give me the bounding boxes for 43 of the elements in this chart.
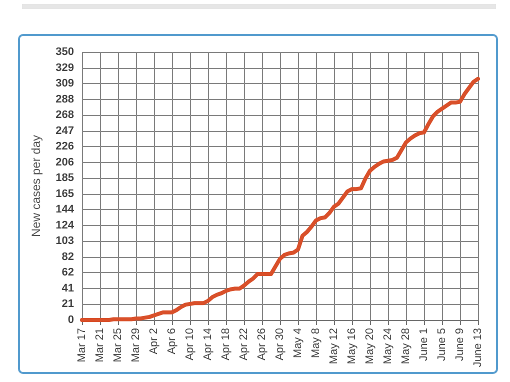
x-tick-label: May 28 [400, 328, 412, 364]
y-tick-label: 309 [56, 78, 74, 90]
x-tick-label: Apr 18 [220, 328, 232, 360]
line-series [80, 76, 480, 322]
x-tick-label: Mar 25 [112, 328, 124, 362]
y-tick-label: 268 [56, 109, 74, 122]
y-tick-label: 124 [56, 219, 75, 232]
x-tick-label: Mar 29 [130, 328, 142, 362]
y-tick-label: 144 [56, 204, 75, 216]
x-tick-label: Apr 22 [238, 328, 250, 360]
y-tick-label: 185 [56, 172, 74, 184]
x-tick-label: May 20 [364, 328, 376, 364]
x-tick-label: Apr 10 [184, 328, 196, 360]
y-tick-label: 41 [62, 282, 74, 294]
x-tick-label: Apr 6 [166, 328, 178, 354]
y-tick-label: 206 [56, 156, 74, 168]
y-tick-label: 288 [56, 93, 74, 106]
x-tick-label: May 4 [292, 328, 304, 358]
x-tick-label: May 16 [346, 328, 358, 364]
y-tick-label: 226 [56, 140, 74, 153]
x-tick-label: May 24 [382, 328, 394, 364]
y-tick-label: 62 [62, 266, 74, 279]
y-axis-title: New cases per day [29, 134, 43, 238]
x-tick-label: June 5 [436, 328, 448, 362]
x-tick-label: Mar 17 [76, 328, 88, 362]
y-tick-label: 165 [56, 188, 74, 200]
y-tick-label: 329 [56, 62, 74, 74]
x-tick-label: May 12 [328, 328, 340, 364]
x-tick-label: Apr 14 [202, 328, 214, 360]
y-tick-label: 350 [56, 46, 74, 58]
y-tick-label: 0 [68, 314, 74, 326]
y-tick-label: 21 [62, 298, 74, 310]
x-tick-label: Apr 26 [256, 328, 268, 360]
y-tick-label: 247 [56, 124, 74, 137]
x-tick-label: June 1 [418, 328, 430, 362]
x-tick-label: Mar 21 [94, 328, 106, 362]
y-tick-label: 103 [56, 235, 74, 248]
y-tick-label: 82 [62, 250, 74, 263]
x-tick-label: May 8 [310, 328, 322, 358]
x-tick-label: Apr 30 [274, 328, 286, 360]
x-tick-label: June 13 [472, 328, 484, 368]
x-tick-label: Apr 2 [148, 328, 160, 354]
x-tick-label: June 9 [454, 328, 466, 362]
